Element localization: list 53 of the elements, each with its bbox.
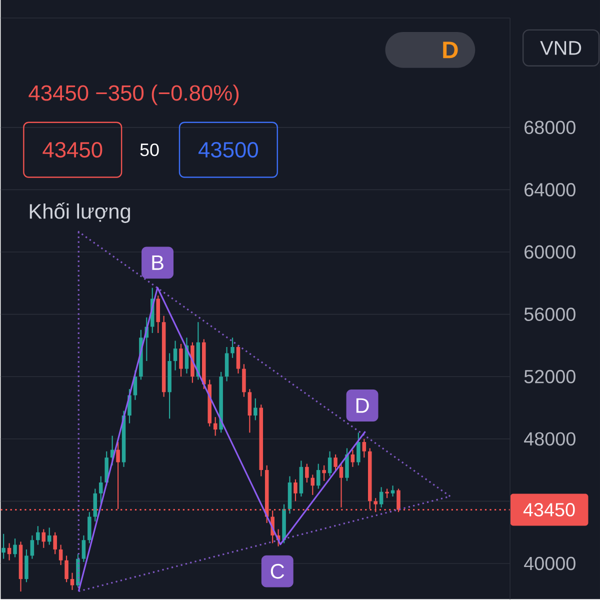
candlestick (242, 364, 246, 398)
candlestick (82, 535, 86, 563)
ref-line-label: 43450 (523, 503, 575, 517)
candlestick (93, 488, 98, 522)
annotation: 43500 (198, 142, 258, 158)
text: VND (540, 41, 582, 55)
candlestick (356, 432, 360, 466)
candlestick (236, 345, 240, 374)
candlestick (24, 549, 28, 583)
y-tick-label: 68000 (524, 120, 576, 134)
candlestick (328, 450, 332, 477)
candlestick (70, 572, 74, 591)
annotation: 43450 (42, 142, 102, 158)
annotation: B (152, 256, 164, 270)
y-tick-label: 40000 (524, 556, 576, 570)
candlestick (334, 454, 338, 472)
y-tick-label: 64000 (524, 183, 576, 197)
annotation: D (443, 42, 458, 58)
y-tick-label: 56000 (524, 308, 576, 322)
candlestick (53, 532, 57, 555)
candlestick (362, 438, 366, 458)
candlestick (305, 463, 309, 484)
candlestick (173, 340, 178, 372)
annotation: Khối lượng (30, 202, 130, 224)
candlestick (42, 528, 46, 549)
candlestick (13, 538, 17, 558)
candlestick (88, 512, 92, 544)
candlestick (322, 464, 326, 482)
annotation: D (356, 398, 369, 413)
y-tick-label: 52000 (524, 370, 576, 384)
candlestick (230, 337, 234, 359)
candlestick (36, 526, 40, 546)
candlestick (254, 398, 258, 421)
candlestick (98, 476, 103, 505)
candlestick (294, 478, 298, 502)
y-tick-label: 48000 (524, 432, 576, 446)
candlestick (379, 486, 384, 508)
candlestick (2, 533, 6, 560)
candlestick (248, 388, 252, 434)
candlestick (345, 448, 349, 482)
annotation: C (270, 564, 284, 579)
candlestick (316, 463, 320, 490)
candlestick (179, 343, 183, 378)
y-tick-label: 60000 (524, 245, 576, 259)
candlestick (156, 295, 160, 334)
candlestick (224, 346, 229, 382)
candlestick (385, 488, 389, 499)
candlestick (64, 555, 68, 583)
candlestick (116, 442, 120, 510)
annotation: 43450 −350 (−0.80%) (28, 84, 239, 106)
candlestick (58, 544, 63, 566)
annotation: 50 (140, 144, 159, 156)
candlestick (30, 535, 34, 560)
